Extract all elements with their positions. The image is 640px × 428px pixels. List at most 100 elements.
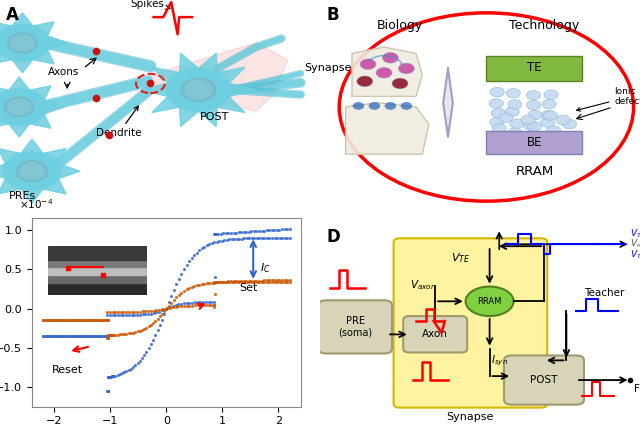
Circle shape xyxy=(166,68,230,111)
Ellipse shape xyxy=(339,13,634,201)
Circle shape xyxy=(544,90,558,99)
Text: Synapse: Synapse xyxy=(447,412,494,422)
Text: TE: TE xyxy=(527,61,541,74)
Circle shape xyxy=(541,118,555,127)
Circle shape xyxy=(16,160,48,182)
Text: Technology: Technology xyxy=(509,19,579,32)
Circle shape xyxy=(492,124,506,133)
Polygon shape xyxy=(0,13,67,73)
Circle shape xyxy=(541,110,556,120)
Text: POST: POST xyxy=(531,375,557,385)
Circle shape xyxy=(490,117,504,127)
Text: $V_{TE}$: $V_{TE}$ xyxy=(451,251,470,265)
Text: $I_{syn}$: $I_{syn}$ xyxy=(492,353,508,368)
Polygon shape xyxy=(0,77,64,137)
Circle shape xyxy=(508,128,522,137)
FancyBboxPatch shape xyxy=(486,56,582,81)
Polygon shape xyxy=(352,47,422,96)
Circle shape xyxy=(527,122,541,131)
Circle shape xyxy=(353,102,364,110)
Polygon shape xyxy=(150,43,288,111)
Text: Biology: Biology xyxy=(377,19,423,32)
Circle shape xyxy=(0,89,47,125)
Text: Reset: Reset xyxy=(52,365,83,375)
Text: BE: BE xyxy=(527,136,542,149)
FancyBboxPatch shape xyxy=(403,316,467,353)
Polygon shape xyxy=(141,53,256,127)
Circle shape xyxy=(492,108,506,118)
Circle shape xyxy=(185,81,212,99)
Circle shape xyxy=(563,119,577,129)
Circle shape xyxy=(369,102,380,110)
Circle shape xyxy=(0,24,50,61)
Circle shape xyxy=(8,99,31,115)
Circle shape xyxy=(357,76,372,87)
Text: Teacher: Teacher xyxy=(584,288,624,298)
Text: Dendrite: Dendrite xyxy=(95,106,141,138)
Circle shape xyxy=(509,119,524,128)
Circle shape xyxy=(376,67,392,78)
FancyBboxPatch shape xyxy=(319,300,392,354)
Circle shape xyxy=(4,97,34,117)
Polygon shape xyxy=(48,267,147,275)
Circle shape xyxy=(398,63,415,74)
Circle shape xyxy=(385,102,396,110)
Text: D: D xyxy=(326,229,340,247)
Circle shape xyxy=(521,115,535,125)
Circle shape xyxy=(8,33,37,53)
Text: Spikes: Spikes xyxy=(131,0,170,9)
Text: $V_{TE-}$: $V_{TE-}$ xyxy=(630,249,640,262)
Circle shape xyxy=(528,110,542,120)
Text: $V_{axon}$: $V_{axon}$ xyxy=(410,279,436,292)
Circle shape xyxy=(542,99,556,109)
Text: $V_{read}$: $V_{read}$ xyxy=(630,238,640,250)
Text: Set: Set xyxy=(239,283,257,293)
Circle shape xyxy=(506,89,520,98)
Text: Fire: Fire xyxy=(634,384,640,394)
Circle shape xyxy=(524,121,538,130)
FancyBboxPatch shape xyxy=(394,238,547,407)
Polygon shape xyxy=(48,260,147,267)
Circle shape xyxy=(527,101,541,110)
Circle shape xyxy=(490,87,504,97)
Circle shape xyxy=(360,59,376,70)
Circle shape xyxy=(383,52,398,63)
Circle shape xyxy=(20,163,44,179)
Circle shape xyxy=(3,152,61,190)
Text: B: B xyxy=(326,6,339,24)
Circle shape xyxy=(499,113,513,122)
Text: PREs: PREs xyxy=(9,191,36,201)
Circle shape xyxy=(547,126,561,135)
Text: Ionic
defects: Ionic defects xyxy=(577,86,640,111)
Circle shape xyxy=(526,91,540,100)
Text: $V_{TE+}$: $V_{TE+}$ xyxy=(630,227,640,240)
Text: PRE
(soma): PRE (soma) xyxy=(338,316,372,338)
Polygon shape xyxy=(443,68,453,137)
Circle shape xyxy=(392,78,408,89)
Text: Axon: Axon xyxy=(422,330,448,339)
Circle shape xyxy=(556,115,570,125)
Polygon shape xyxy=(48,275,147,283)
Circle shape xyxy=(401,102,412,110)
Text: $I_C$: $I_C$ xyxy=(260,261,271,275)
Polygon shape xyxy=(0,139,80,203)
Text: RRAM: RRAM xyxy=(477,297,502,306)
Text: Synapse: Synapse xyxy=(304,62,351,73)
Text: Axons: Axons xyxy=(48,67,80,77)
Text: RRAM: RRAM xyxy=(515,165,554,178)
FancyBboxPatch shape xyxy=(486,131,582,154)
Polygon shape xyxy=(346,103,429,154)
Polygon shape xyxy=(48,246,147,260)
Circle shape xyxy=(490,99,504,108)
Text: $\times10^{-4}$: $\times10^{-4}$ xyxy=(19,197,53,211)
Circle shape xyxy=(508,100,522,109)
Text: POST: POST xyxy=(200,112,229,122)
Circle shape xyxy=(505,107,519,116)
FancyBboxPatch shape xyxy=(504,355,584,405)
Circle shape xyxy=(181,78,216,102)
Circle shape xyxy=(11,35,34,51)
Polygon shape xyxy=(48,283,147,295)
Text: A: A xyxy=(6,6,19,24)
Circle shape xyxy=(543,111,557,120)
Circle shape xyxy=(466,287,514,316)
